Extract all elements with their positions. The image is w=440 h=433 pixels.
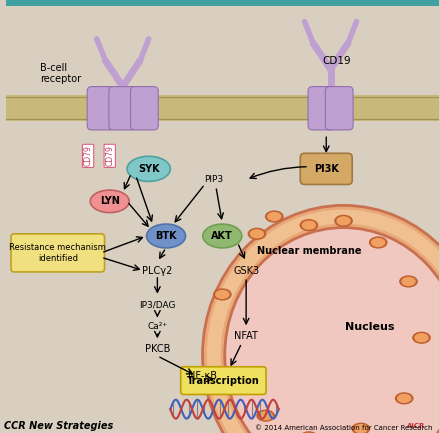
Ellipse shape xyxy=(268,213,281,220)
Ellipse shape xyxy=(300,220,318,230)
Text: NF-κB: NF-κB xyxy=(188,371,217,381)
Ellipse shape xyxy=(337,217,350,225)
Text: Ca²⁺: Ca²⁺ xyxy=(147,323,168,331)
Text: IP3/DAG: IP3/DAG xyxy=(139,301,176,310)
Ellipse shape xyxy=(257,410,274,421)
FancyBboxPatch shape xyxy=(109,87,136,130)
FancyBboxPatch shape xyxy=(131,87,158,130)
Text: PKCB: PKCB xyxy=(145,343,170,354)
Text: PI3K: PI3K xyxy=(314,164,339,174)
Text: SYK: SYK xyxy=(138,164,160,174)
Ellipse shape xyxy=(413,333,430,343)
FancyBboxPatch shape xyxy=(11,234,105,272)
Text: AiCR: AiCR xyxy=(407,423,426,429)
Text: CD79: CD79 xyxy=(84,145,92,166)
Ellipse shape xyxy=(259,412,272,420)
FancyBboxPatch shape xyxy=(87,87,115,130)
Text: CD19: CD19 xyxy=(322,55,351,66)
Text: BTK: BTK xyxy=(155,231,177,241)
Ellipse shape xyxy=(398,394,411,402)
Text: Nucleus: Nucleus xyxy=(345,322,394,332)
Ellipse shape xyxy=(216,291,229,298)
Ellipse shape xyxy=(402,278,415,285)
Ellipse shape xyxy=(352,423,370,433)
Text: CCR New Strategies: CCR New Strategies xyxy=(4,421,114,431)
Text: Resistance mechanism
identified: Resistance mechanism identified xyxy=(9,243,106,262)
FancyBboxPatch shape xyxy=(181,367,266,394)
Text: CD79: CD79 xyxy=(105,145,114,166)
FancyBboxPatch shape xyxy=(6,95,439,121)
Ellipse shape xyxy=(372,239,385,246)
Ellipse shape xyxy=(302,221,315,229)
Ellipse shape xyxy=(266,211,283,222)
Ellipse shape xyxy=(370,237,387,248)
Ellipse shape xyxy=(335,216,352,226)
Ellipse shape xyxy=(203,224,242,248)
Text: PLCγ2: PLCγ2 xyxy=(142,265,172,276)
Ellipse shape xyxy=(248,229,266,239)
Ellipse shape xyxy=(250,230,264,238)
Bar xyxy=(6,0,439,6)
Text: AKT: AKT xyxy=(212,231,233,241)
Ellipse shape xyxy=(90,190,129,213)
Text: PIP3: PIP3 xyxy=(204,175,223,184)
Ellipse shape xyxy=(400,276,417,287)
Text: B-cell
receptor: B-cell receptor xyxy=(40,63,81,84)
Ellipse shape xyxy=(396,393,413,404)
Ellipse shape xyxy=(127,156,170,181)
Text: LYN: LYN xyxy=(100,196,120,207)
Text: GSK3: GSK3 xyxy=(233,265,259,276)
Ellipse shape xyxy=(147,224,186,248)
FancyBboxPatch shape xyxy=(300,153,352,184)
Text: NFAT: NFAT xyxy=(234,330,258,341)
Text: © 2014 American Association for Cancer Research: © 2014 American Association for Cancer R… xyxy=(255,425,433,431)
Ellipse shape xyxy=(214,289,231,300)
Ellipse shape xyxy=(415,334,428,342)
Ellipse shape xyxy=(214,216,440,433)
FancyBboxPatch shape xyxy=(325,87,353,130)
Text: Transcription: Transcription xyxy=(187,375,260,386)
Ellipse shape xyxy=(300,432,318,433)
FancyBboxPatch shape xyxy=(308,87,336,130)
Text: Nuclear membrane: Nuclear membrane xyxy=(257,246,361,256)
Ellipse shape xyxy=(354,425,367,433)
